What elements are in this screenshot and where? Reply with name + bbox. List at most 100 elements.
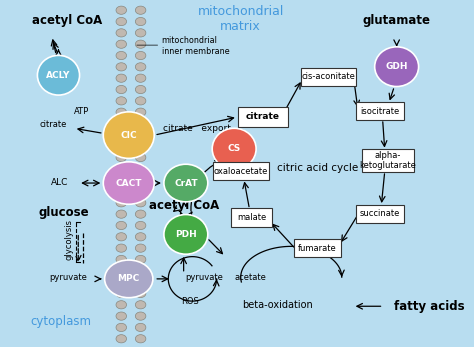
Text: mitochondrial
matrix: mitochondrial matrix	[198, 5, 284, 33]
Circle shape	[136, 301, 146, 309]
Circle shape	[136, 97, 146, 105]
Text: cis-aconitate: cis-aconitate	[301, 73, 356, 82]
Circle shape	[116, 176, 127, 184]
Circle shape	[136, 29, 146, 37]
Text: fatty acids: fatty acids	[394, 300, 465, 313]
Text: cytoplasm: cytoplasm	[30, 315, 91, 328]
Circle shape	[116, 301, 127, 309]
FancyBboxPatch shape	[301, 68, 356, 86]
Text: pyruvate: pyruvate	[185, 273, 223, 282]
Circle shape	[136, 176, 146, 184]
Circle shape	[136, 210, 146, 218]
Text: ROS: ROS	[182, 297, 199, 306]
Circle shape	[136, 74, 146, 82]
Text: GDH: GDH	[385, 62, 408, 71]
Text: MPC: MPC	[118, 274, 140, 283]
Text: citrate   export: citrate export	[163, 124, 231, 133]
Circle shape	[116, 165, 127, 173]
FancyBboxPatch shape	[294, 239, 341, 257]
Circle shape	[136, 289, 146, 298]
Circle shape	[116, 74, 127, 82]
Circle shape	[136, 278, 146, 286]
Text: CIC: CIC	[120, 130, 137, 139]
Circle shape	[116, 289, 127, 298]
Circle shape	[136, 131, 146, 139]
Text: beta-oxidation: beta-oxidation	[242, 300, 312, 310]
Text: ATP: ATP	[74, 107, 90, 116]
Ellipse shape	[103, 162, 154, 204]
Circle shape	[116, 210, 127, 218]
Text: malate: malate	[237, 213, 266, 222]
Text: fumarate: fumarate	[298, 244, 337, 253]
Circle shape	[116, 153, 127, 162]
Circle shape	[136, 199, 146, 207]
Circle shape	[116, 233, 127, 241]
Circle shape	[136, 85, 146, 94]
Circle shape	[136, 165, 146, 173]
Text: succinate: succinate	[360, 209, 400, 218]
Text: acetyl CoA: acetyl CoA	[32, 14, 102, 27]
Ellipse shape	[212, 128, 256, 169]
Text: isocitrate: isocitrate	[360, 107, 400, 116]
Text: acetate: acetate	[234, 273, 266, 282]
Circle shape	[116, 335, 127, 343]
Circle shape	[116, 323, 127, 331]
Circle shape	[136, 335, 146, 343]
FancyBboxPatch shape	[356, 205, 404, 223]
Text: CrAT: CrAT	[174, 179, 198, 187]
Circle shape	[116, 17, 127, 26]
Ellipse shape	[37, 56, 80, 95]
Circle shape	[136, 187, 146, 196]
FancyBboxPatch shape	[362, 149, 414, 172]
FancyBboxPatch shape	[231, 208, 272, 227]
Text: glucose: glucose	[39, 206, 89, 219]
Circle shape	[136, 323, 146, 331]
Circle shape	[136, 17, 146, 26]
Text: citrate: citrate	[246, 112, 280, 121]
Circle shape	[116, 244, 127, 252]
Circle shape	[116, 278, 127, 286]
Ellipse shape	[164, 214, 208, 254]
FancyBboxPatch shape	[213, 162, 269, 180]
Text: citric acid cycle: citric acid cycle	[277, 163, 358, 173]
Text: acetyl CoA: acetyl CoA	[148, 199, 219, 212]
Text: PDH: PDH	[175, 230, 197, 239]
Circle shape	[116, 267, 127, 275]
Text: glycolysis: glycolysis	[65, 219, 74, 260]
Text: alpha-
ketoglutarate: alpha- ketoglutarate	[359, 151, 416, 170]
Circle shape	[116, 142, 127, 150]
Circle shape	[136, 153, 146, 162]
Text: ALC: ALC	[51, 178, 69, 187]
Circle shape	[136, 119, 146, 128]
Text: CACT: CACT	[116, 179, 142, 187]
Ellipse shape	[105, 260, 153, 298]
Ellipse shape	[164, 164, 208, 202]
Circle shape	[116, 119, 127, 128]
Circle shape	[136, 255, 146, 264]
Text: mitochondrial
inner membrane: mitochondrial inner membrane	[162, 36, 229, 56]
Circle shape	[136, 267, 146, 275]
Circle shape	[136, 6, 146, 14]
Circle shape	[136, 40, 146, 48]
Circle shape	[116, 40, 127, 48]
Text: pyruvate: pyruvate	[49, 273, 87, 282]
Text: ACLY: ACLY	[46, 71, 71, 80]
Circle shape	[136, 51, 146, 60]
Text: citrate: citrate	[39, 120, 66, 129]
Text: glutamate: glutamate	[363, 14, 431, 27]
Circle shape	[116, 255, 127, 264]
Text: CS: CS	[228, 144, 241, 153]
Circle shape	[116, 108, 127, 116]
FancyBboxPatch shape	[238, 107, 288, 127]
Circle shape	[116, 63, 127, 71]
Circle shape	[136, 108, 146, 116]
Circle shape	[116, 187, 127, 196]
Circle shape	[136, 221, 146, 230]
Circle shape	[116, 97, 127, 105]
Circle shape	[116, 199, 127, 207]
Ellipse shape	[374, 47, 419, 86]
Circle shape	[136, 244, 146, 252]
Circle shape	[136, 142, 146, 150]
Text: oxaloacetate: oxaloacetate	[214, 167, 268, 176]
Circle shape	[116, 6, 127, 14]
